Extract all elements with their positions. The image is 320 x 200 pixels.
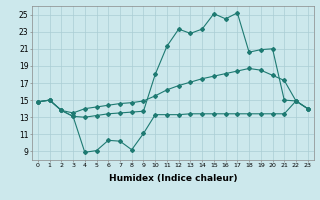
X-axis label: Humidex (Indice chaleur): Humidex (Indice chaleur) <box>108 174 237 183</box>
